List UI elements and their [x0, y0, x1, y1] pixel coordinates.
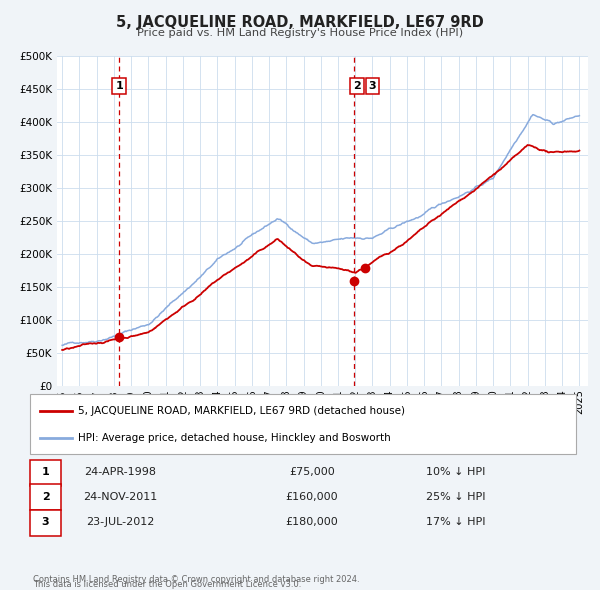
- Text: 1: 1: [116, 81, 123, 91]
- Text: 23-JUL-2012: 23-JUL-2012: [86, 517, 154, 527]
- Text: 24-APR-1998: 24-APR-1998: [84, 467, 156, 477]
- Text: £180,000: £180,000: [286, 517, 338, 527]
- Text: Contains HM Land Registry data © Crown copyright and database right 2024.: Contains HM Land Registry data © Crown c…: [33, 575, 359, 584]
- Text: HPI: Average price, detached house, Hinckley and Bosworth: HPI: Average price, detached house, Hinc…: [78, 434, 391, 443]
- Text: 17% ↓ HPI: 17% ↓ HPI: [426, 517, 486, 527]
- Text: Price paid vs. HM Land Registry's House Price Index (HPI): Price paid vs. HM Land Registry's House …: [137, 28, 463, 38]
- Text: £75,000: £75,000: [289, 467, 335, 477]
- Text: 25% ↓ HPI: 25% ↓ HPI: [426, 492, 486, 502]
- Text: 3: 3: [368, 81, 376, 91]
- Text: 2: 2: [353, 81, 361, 91]
- Text: 5, JACQUELINE ROAD, MARKFIELD, LE67 9RD (detached house): 5, JACQUELINE ROAD, MARKFIELD, LE67 9RD …: [78, 407, 405, 416]
- Text: 2: 2: [42, 492, 49, 502]
- Text: 10% ↓ HPI: 10% ↓ HPI: [427, 467, 485, 477]
- Text: 24-NOV-2011: 24-NOV-2011: [83, 492, 157, 502]
- Text: 1: 1: [42, 467, 49, 477]
- Text: 3: 3: [42, 517, 49, 527]
- Text: This data is licensed under the Open Government Licence v3.0.: This data is licensed under the Open Gov…: [33, 581, 301, 589]
- Text: £160,000: £160,000: [286, 492, 338, 502]
- Text: 5, JACQUELINE ROAD, MARKFIELD, LE67 9RD: 5, JACQUELINE ROAD, MARKFIELD, LE67 9RD: [116, 15, 484, 30]
